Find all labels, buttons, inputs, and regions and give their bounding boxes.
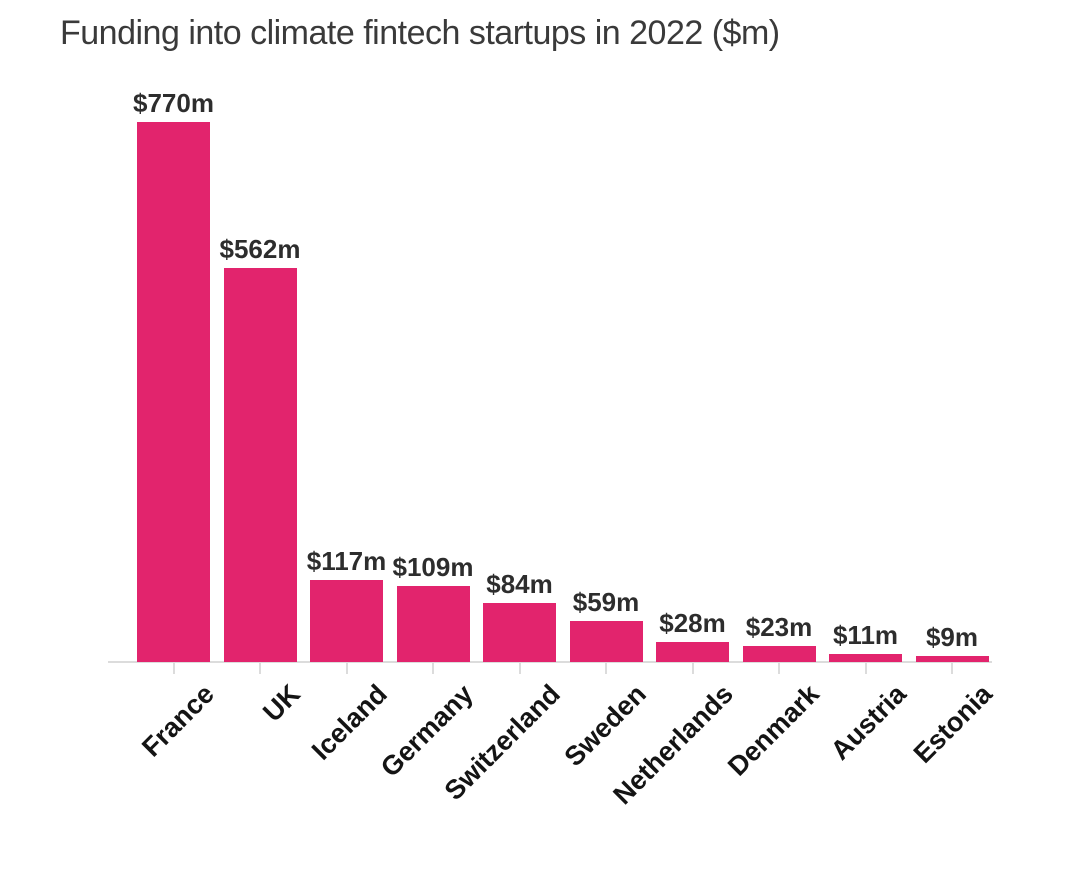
x-axis-tick-iceland <box>345 663 348 674</box>
x-axis-tick-germany <box>432 663 434 674</box>
value-label-france: $770m <box>133 88 214 118</box>
x-axis-tick-estonia <box>951 663 953 674</box>
bar-iceland <box>310 580 383 662</box>
x-axis-line <box>108 661 992 663</box>
bar-netherlands <box>656 642 729 662</box>
x-axis-tick-denmark <box>778 663 780 674</box>
bar-sweden <box>569 621 643 662</box>
value-label-germany: $109m <box>392 552 474 582</box>
x-axis-tick-france <box>172 663 175 674</box>
bar-uk <box>223 268 297 662</box>
value-label-iceland: $117m <box>306 546 387 576</box>
value-label-denmark: $23m <box>745 612 813 642</box>
x-axis-tick-sweden <box>605 663 607 674</box>
value-label-netherlands: $28m <box>659 608 726 638</box>
bar-france <box>137 122 210 662</box>
bar-germany <box>396 586 470 662</box>
x-axis-tick-switzerland <box>518 663 521 674</box>
x-axis-tick-austria <box>864 663 867 674</box>
value-label-switzerland: $84m <box>486 569 553 599</box>
value-label-estonia: $9m <box>925 622 979 652</box>
value-label-sweden: $59m <box>572 587 640 617</box>
x-axis-tick-uk <box>259 663 261 674</box>
bar-estonia <box>915 656 989 662</box>
value-label-austria: $11m <box>832 620 899 650</box>
value-label-uk: $562m <box>219 234 301 264</box>
bar-austria <box>829 654 902 662</box>
chart-title: Funding into climate fintech startups in… <box>60 14 780 52</box>
bar-switzerland <box>483 603 556 662</box>
x-axis-tick-netherlands <box>691 663 694 674</box>
bar-denmark <box>742 646 816 662</box>
